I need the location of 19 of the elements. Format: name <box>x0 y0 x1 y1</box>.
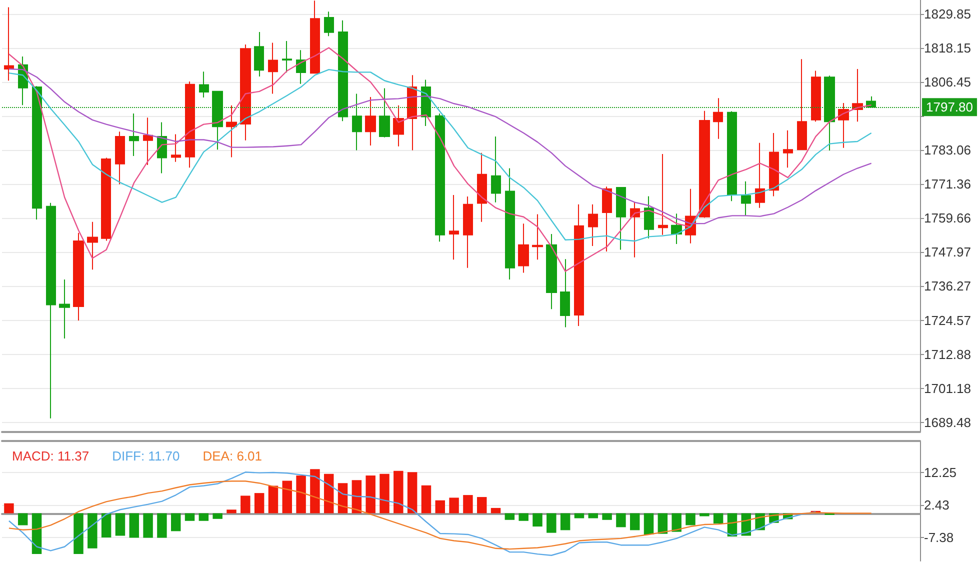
series-label: DIFF: 11.70 <box>112 448 180 464</box>
y-tick-label: 1724.57 <box>924 312 971 328</box>
series-label: DEA: 6.01 <box>202 448 262 464</box>
y-tick-label: -7.38 <box>924 530 954 546</box>
y-tick-label: 1701.18 <box>924 380 971 396</box>
text: MACD: 11.37 <box>12 448 90 464</box>
y-tick-label: 1712.88 <box>924 346 971 362</box>
y-tick-label: 12.25 <box>924 465 957 480</box>
y-tick-label: 1689.48 <box>924 414 971 430</box>
ref-line-label: 1797.80 <box>926 100 973 115</box>
y-tick-label: 1736.27 <box>924 278 971 294</box>
y-tick-label: 1759.66 <box>924 210 971 226</box>
y-tick-label: 1747.97 <box>924 244 971 260</box>
y-tick-label: 2.43 <box>924 498 950 513</box>
y-tick-label: 1829.85 <box>924 6 971 22</box>
y-tick-label: 1783.06 <box>924 142 971 158</box>
y-tick-label: 1771.36 <box>924 176 971 192</box>
y-tick-label: 1806.45 <box>924 74 971 90</box>
y-tick-label: 1818.15 <box>924 40 971 56</box>
